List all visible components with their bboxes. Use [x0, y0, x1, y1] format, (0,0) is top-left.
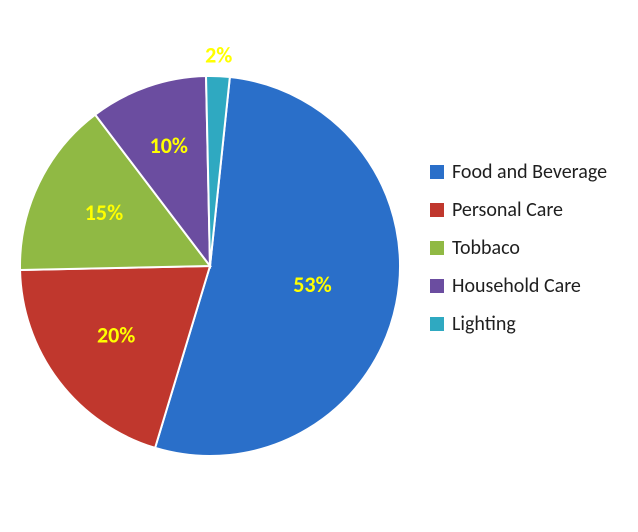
legend-item-personal_care: Personal Care [430, 198, 607, 222]
legend-swatch-tobbaco [430, 241, 444, 255]
legend-item-lighting: Lighting [430, 312, 607, 336]
legend-label-personal_care: Personal Care [452, 198, 563, 222]
legend-item-household_care: Household Care [430, 274, 607, 298]
legend: Food and Beverage Personal Care Tobbaco Hou… [430, 160, 607, 350]
legend-swatch-food_and_beverage [430, 165, 444, 179]
legend-item-food_and_beverage: Food and Beverage [430, 160, 607, 184]
pie-label-food_and_beverage: 53% [293, 271, 331, 298]
legend-item-tobbaco: Tobbaco [430, 236, 607, 260]
pie-label-lighting: 2% [205, 42, 232, 69]
legend-swatch-personal_care [430, 203, 444, 217]
pie-plot-area: 53%20%15%10%2% [20, 46, 400, 486]
pie-label-tobbaco: 15% [85, 199, 123, 226]
legend-label-lighting: Lighting [452, 312, 516, 336]
pie-svg: 53%20%15%10%2% [20, 46, 400, 486]
pie-chart: 53% 20% 15% 10% 2% Food and Beverage Personal… [0, 0, 638, 532]
legend-swatch-lighting [430, 317, 444, 331]
legend-label-household_care: Household Care [452, 274, 581, 298]
legend-label-tobbaco: Tobbaco [452, 236, 520, 260]
legend-swatch-household_care [430, 279, 444, 293]
pie-label-household_care: 10% [150, 132, 188, 159]
legend-label-food_and_beverage: Food and Beverage [452, 160, 607, 184]
pie-label-personal_care: 20% [97, 322, 135, 349]
